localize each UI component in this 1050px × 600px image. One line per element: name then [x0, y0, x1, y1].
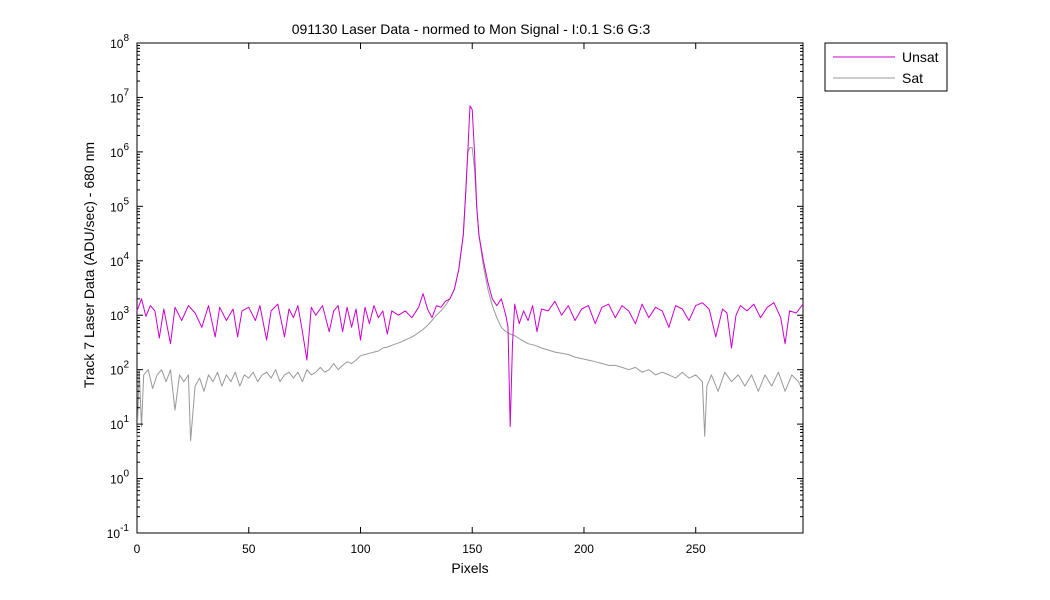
x-tick-label: 150	[462, 542, 482, 556]
legend-label-sat: Sat	[902, 70, 923, 86]
y-tick-label: 106	[110, 142, 129, 160]
y-tick-label: 10-1	[107, 523, 130, 541]
x-tick-label: 250	[686, 542, 706, 556]
y-tick-label: 108	[110, 33, 129, 51]
y-tick-label: 107	[110, 87, 129, 105]
chart-title: 091130 Laser Data - normed to Mon Signal…	[292, 21, 651, 37]
plot-area: 0 50 100 150 200 250 10-1 100 101 102 103 104 105 106…	[107, 33, 804, 556]
plot-frame	[136, 42, 804, 534]
y-tick-label: 101	[110, 414, 129, 432]
x-tick-label: 50	[242, 542, 256, 556]
legend-box	[824, 42, 948, 92]
x-tick-label: 100	[350, 542, 370, 556]
y-tick-label: 102	[110, 360, 129, 378]
x-tick-label: 0	[134, 542, 141, 556]
legend: Unsat Sat	[824, 42, 948, 92]
series-line-sat	[136, 147, 804, 441]
legend-label-unsat: Unsat	[902, 49, 939, 65]
x-tick-label: 200	[574, 542, 594, 556]
series-line-unsat	[136, 105, 804, 428]
tick-layer: 0 50 100 150 200 250 10-1 100 101 102 103 104 105 106…	[107, 33, 803, 556]
y-tick-label: 103	[110, 305, 129, 323]
y-tick-label: 104	[110, 251, 129, 269]
y-tick-label: 100	[110, 469, 129, 487]
x-axis-label: Pixels	[451, 560, 488, 576]
y-axis-label: Track 7 Laser Data (ADU/sec) - 680 nm	[81, 142, 97, 388]
y-tick-label: 105	[110, 196, 129, 214]
series-layer	[136, 105, 804, 441]
